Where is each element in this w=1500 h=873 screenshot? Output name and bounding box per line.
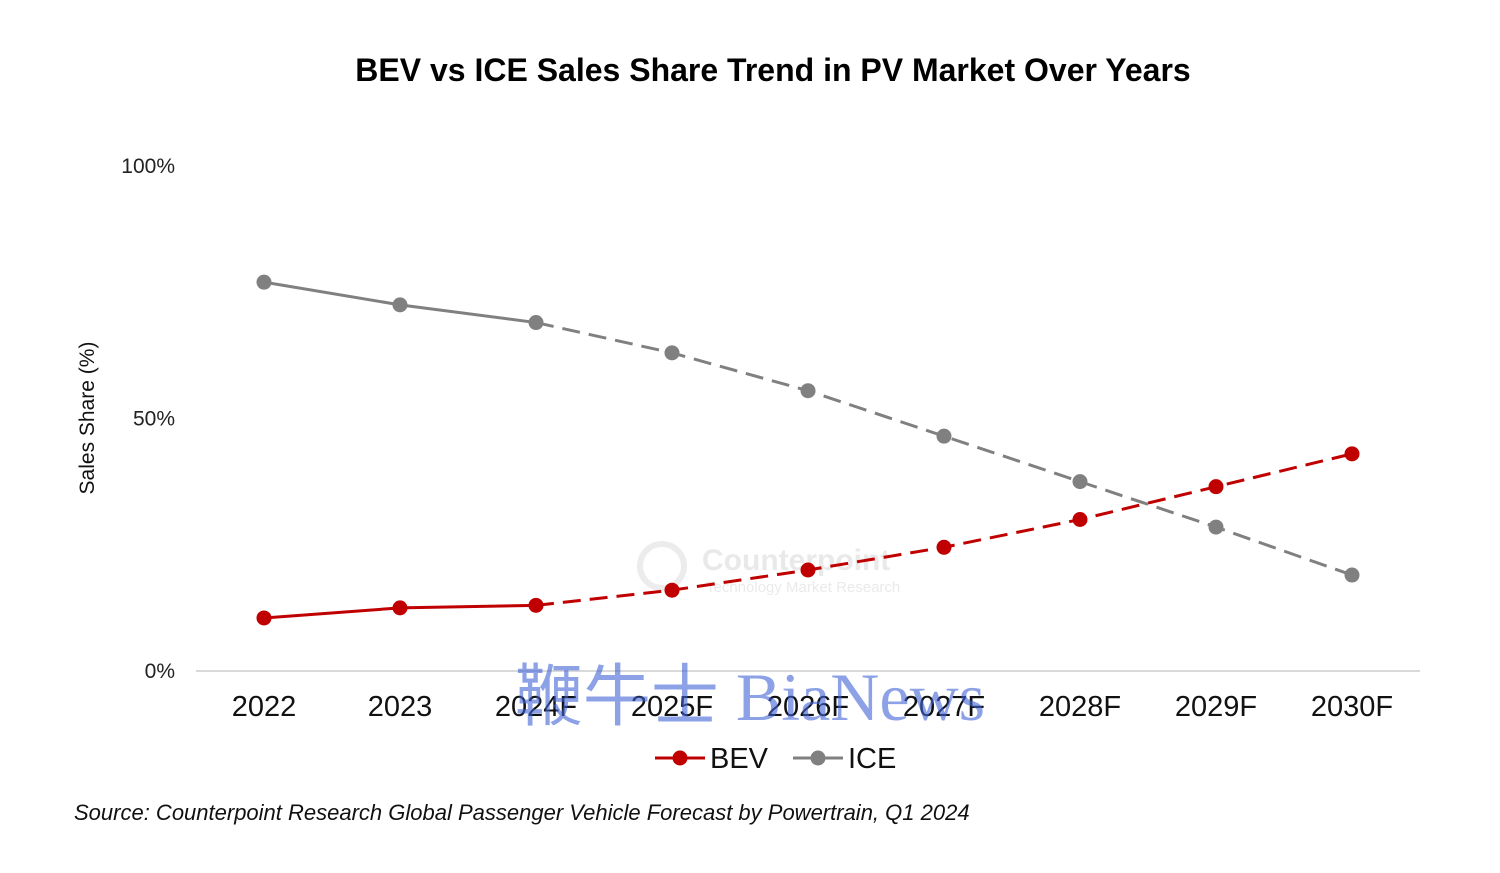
legend-item-bev: BEV [655, 743, 769, 775]
x-axis-ticks: 2022 2023 2024F 2025F 2026F 2027F 2028F 2029F 20… [232, 691, 1393, 723]
data-point-ice [664, 345, 680, 361]
x-tick-label: 2030F [1311, 691, 1393, 723]
data-point-bev [1072, 512, 1088, 527]
data-point-bev [664, 582, 680, 598]
data-point-bev [1208, 479, 1224, 495]
legend-label: BEV [710, 743, 769, 775]
x-tick-label: 2026F [767, 691, 849, 723]
series-layer [256, 274, 1360, 626]
data-point-ice [392, 297, 408, 313]
y-axis-ticks: 0% 50% 100% [121, 155, 175, 683]
data-point-ice [528, 315, 544, 331]
legend-marker-swatch [672, 750, 688, 766]
data-point-bev [1344, 446, 1360, 462]
data-point-ice [256, 274, 272, 290]
x-tick-label: 2025F [631, 691, 713, 723]
series-ice [256, 274, 1360, 583]
counterpoint-watermark-subtext: Technology Market Research [706, 579, 900, 596]
y-tick-label: 0% [145, 660, 175, 683]
data-point-bev [800, 562, 816, 578]
data-point-bev [528, 597, 544, 613]
y-tick-label: 100% [121, 155, 175, 178]
data-point-ice [936, 428, 952, 444]
bianews-watermark: 鞭牛士 BiaNews [515, 659, 985, 735]
series-line-bev-forecast [535, 452, 1353, 607]
data-point-ice [1344, 567, 1360, 583]
x-tick-label: 2022 [232, 691, 297, 723]
chart-title: BEV vs ICE Sales Share Trend in PV Marke… [355, 52, 1190, 88]
data-point-ice [1072, 474, 1088, 490]
series-line-ice-forecast [535, 321, 1353, 577]
y-axis-label: Sales Share (%) [76, 342, 99, 495]
counterpoint-logo-icon [637, 541, 687, 591]
x-tick-label: 2028F [1039, 691, 1121, 723]
y-tick-label: 50% [133, 408, 175, 431]
x-tick-label: 2024F [495, 691, 577, 723]
legend: BEV ICE [655, 743, 896, 775]
data-point-bev [256, 610, 272, 626]
series-bev [256, 446, 1360, 626]
data-point-ice [800, 383, 816, 399]
data-point-bev [936, 539, 952, 555]
legend-item-ice: ICE [793, 743, 896, 775]
data-point-bev [392, 600, 408, 616]
data-point-ice [1208, 519, 1224, 535]
x-tick-label: 2027F [903, 691, 985, 723]
x-tick-label: 2029F [1175, 691, 1257, 723]
legend-marker-swatch [810, 750, 826, 766]
source-note: Source: Counterpoint Research Global Pas… [74, 800, 970, 825]
x-tick-label: 2023 [368, 691, 433, 723]
legend-label: ICE [848, 743, 896, 775]
